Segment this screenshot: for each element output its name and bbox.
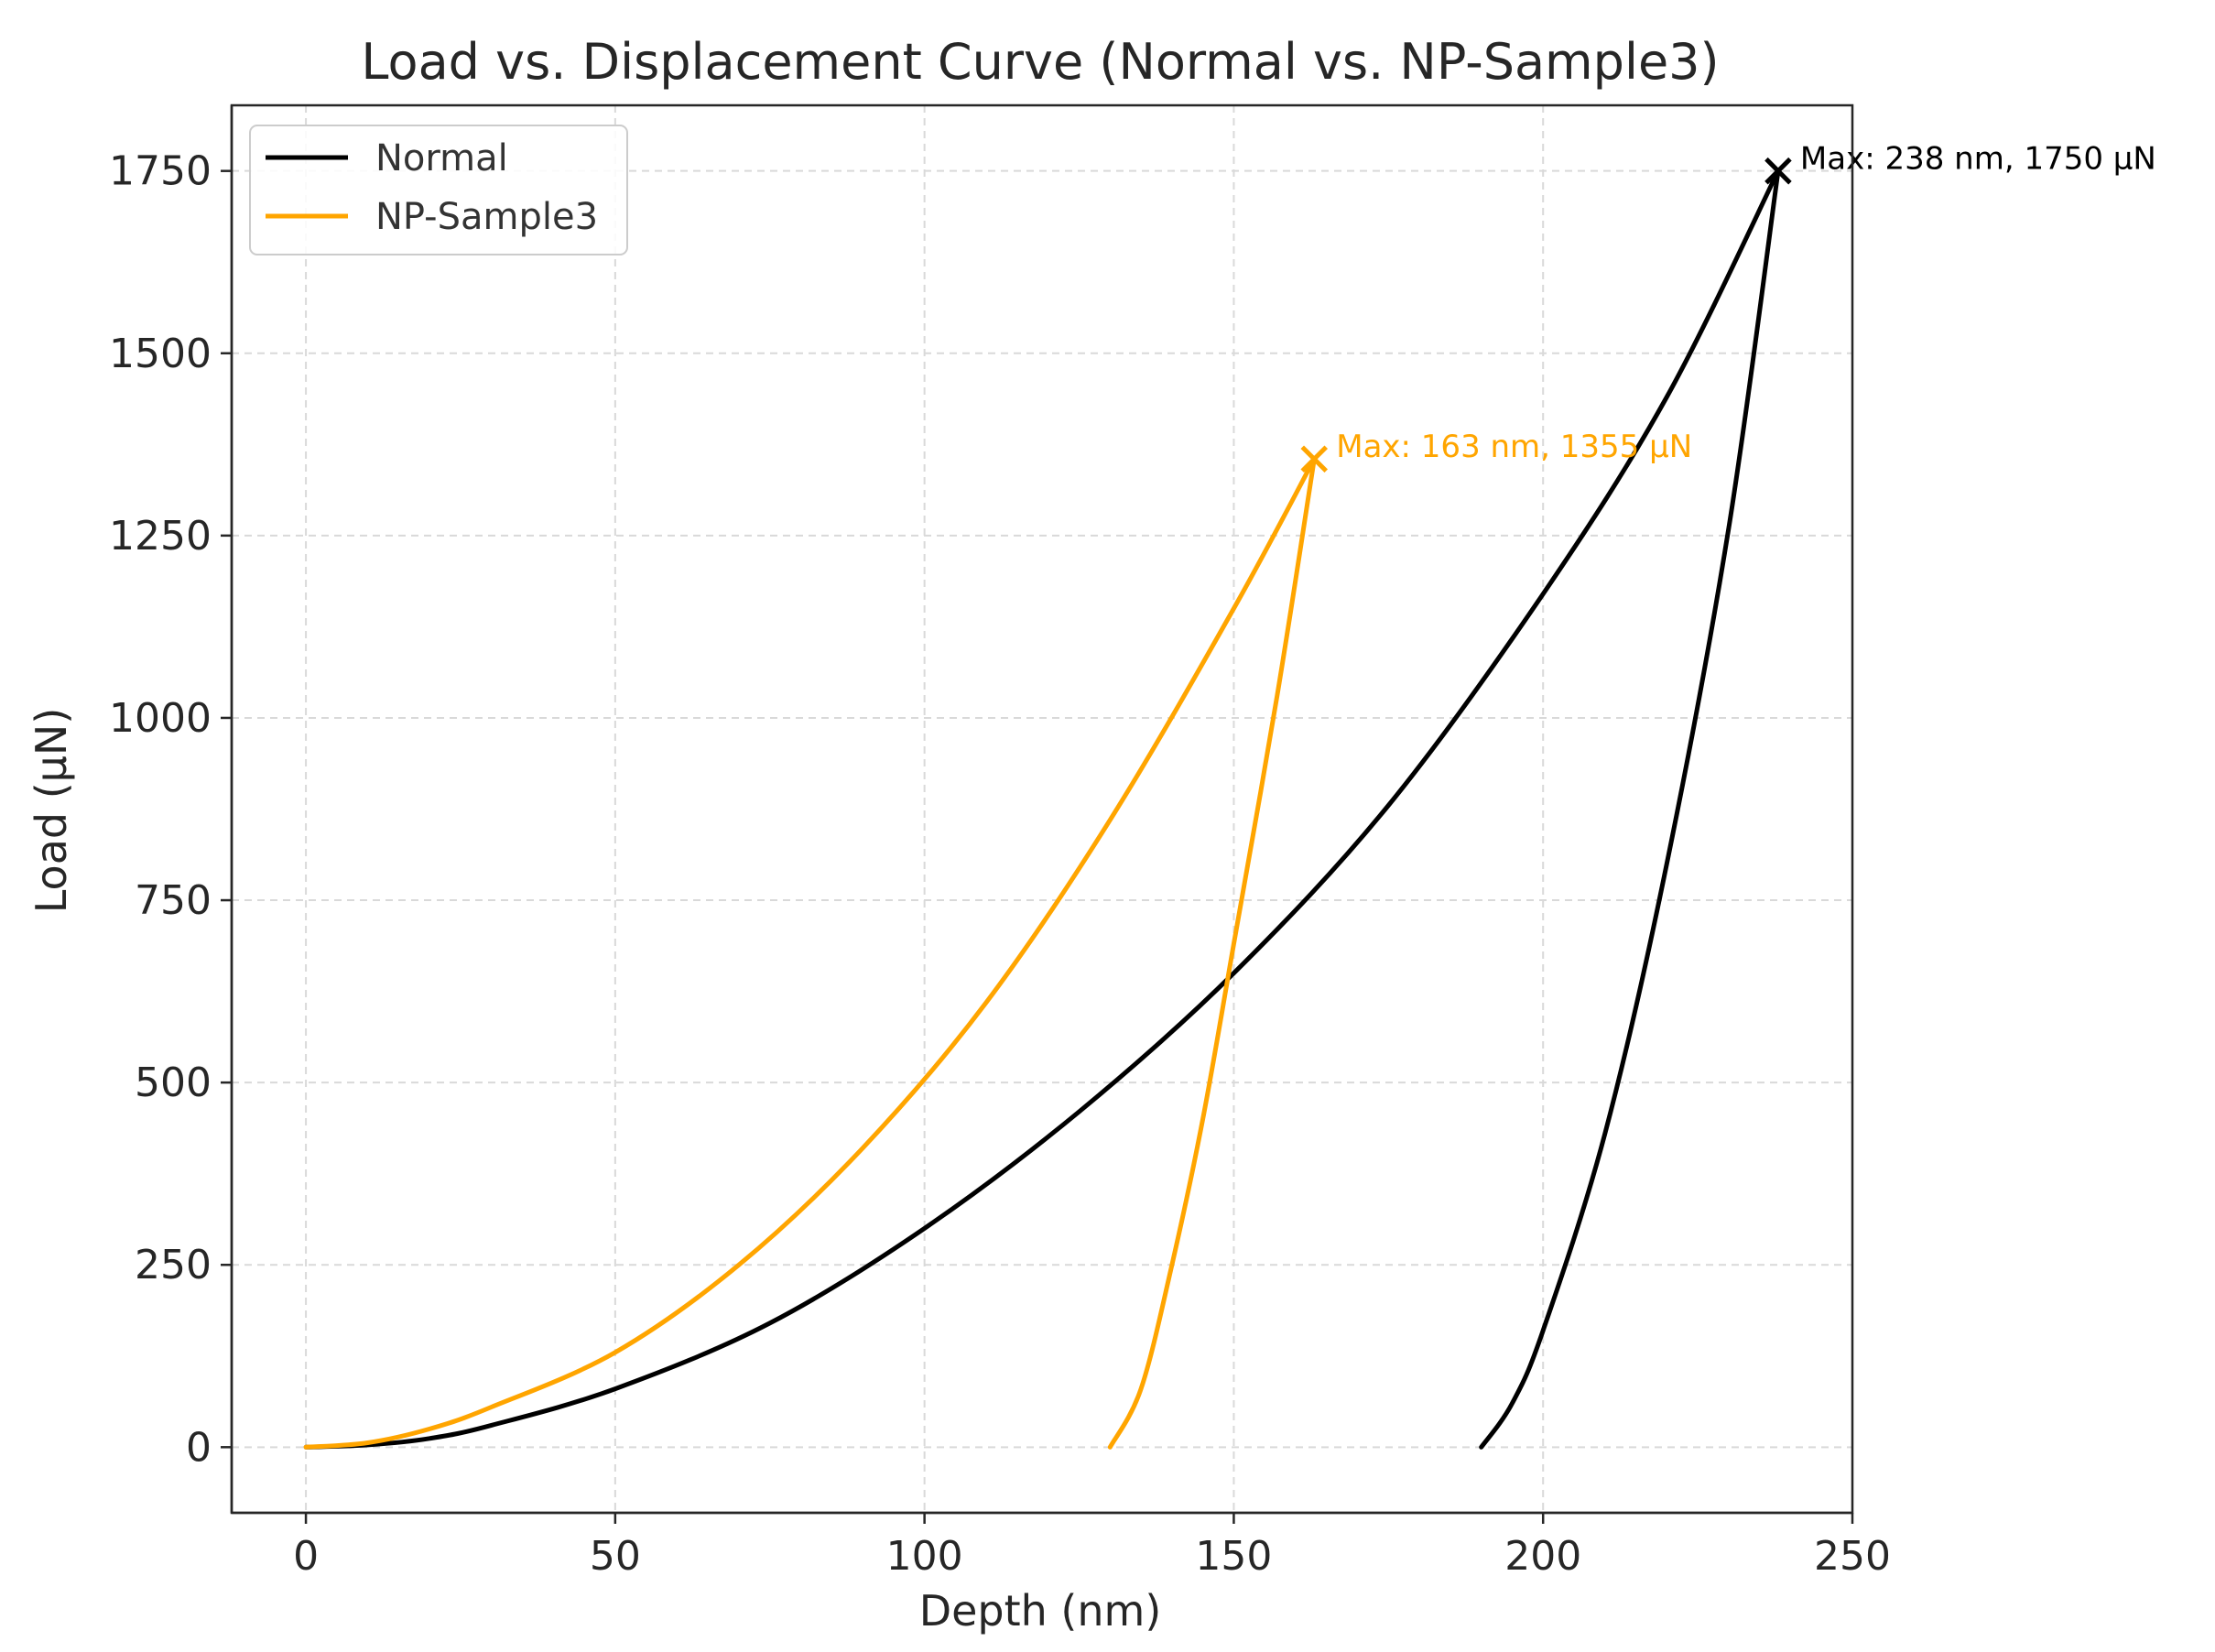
series-normal-loading-line bbox=[303, 168, 1781, 1450]
y-tick-label: 1250 bbox=[109, 513, 212, 560]
chart-title: Load vs. Displacement Curve (Normal vs. … bbox=[361, 33, 1719, 91]
y-tick-label: 0 bbox=[186, 1424, 212, 1471]
max-point-annotation: Max: 238 nm, 1750 µN bbox=[1800, 141, 2156, 178]
y-tick-label: 1750 bbox=[109, 148, 212, 195]
y-tick-label: 500 bbox=[135, 1060, 212, 1106]
max-point-annotation: Max: 163 nm, 1355 µN bbox=[1336, 429, 1692, 465]
x-tick-label: 200 bbox=[1504, 1533, 1581, 1580]
max-markers: Max: 238 nm, 1750 µN Max: 163 nm, 1355 µN bbox=[1300, 141, 2156, 473]
y-tick-label: 1000 bbox=[109, 695, 212, 742]
plot-area-frame bbox=[230, 103, 1854, 1515]
x-tick-label: 150 bbox=[1195, 1533, 1272, 1580]
y-tick-label: 250 bbox=[135, 1242, 212, 1288]
x-tick-label: 250 bbox=[1814, 1533, 1891, 1580]
axis-ticks: 0 50 100 150 200 250 0 250 500 750 1000 1250 1500 175… bbox=[109, 105, 1891, 1580]
legend-label-np-sample3: NP-Sample3 bbox=[375, 196, 598, 238]
max-point-marker bbox=[1764, 157, 1792, 185]
legend-label-normal: Normal bbox=[375, 137, 508, 179]
legend: Normal NP-Sample3 bbox=[249, 125, 628, 255]
max-point-marker bbox=[1300, 445, 1329, 473]
x-axis-label: Depth (nm) bbox=[919, 1586, 1162, 1636]
series-np-sample3-unloading-line bbox=[1107, 456, 1317, 1450]
series-layer bbox=[303, 168, 1781, 1450]
y-axis-label: Load (µN) bbox=[27, 708, 76, 914]
gridlines bbox=[232, 105, 1853, 1513]
y-tick-label: 1500 bbox=[109, 331, 212, 377]
x-tick-label: 0 bbox=[293, 1533, 319, 1580]
series-np-sample3-loading-line bbox=[303, 456, 1317, 1450]
x-tick-label: 50 bbox=[590, 1533, 641, 1580]
y-tick-label: 750 bbox=[135, 877, 212, 924]
series-normal-unloading-line bbox=[1479, 168, 1781, 1450]
x-tick-label: 100 bbox=[886, 1533, 963, 1580]
